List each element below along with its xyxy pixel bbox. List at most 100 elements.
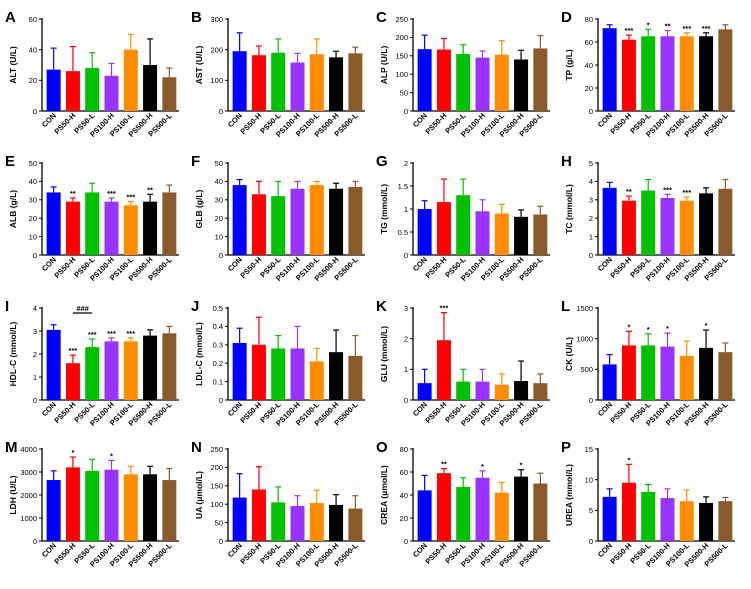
bar-ps100-l — [309, 185, 324, 255]
y-tick-label: 100 — [395, 70, 408, 79]
panel-letter: B — [191, 9, 202, 26]
panel-letter: M — [5, 439, 18, 456]
y-tick-label: 250 — [395, 15, 408, 24]
bar-ps500-h — [143, 65, 158, 111]
bar-ps100-l — [494, 54, 509, 111]
y-tick-label: 30 — [215, 196, 223, 205]
x-tick-label: PS50-H — [423, 541, 448, 566]
y-tick-label: 30 — [29, 196, 37, 205]
y-tick-label: 0.4 — [213, 322, 223, 331]
bar-ps500-l — [162, 192, 177, 255]
y-tick-label: 20 — [400, 514, 408, 523]
y-tick-label: 60 — [585, 38, 593, 47]
y-tick-label: 0 — [219, 107, 223, 116]
bar-ps100-l — [309, 361, 324, 400]
significance-mark: *** — [107, 329, 116, 338]
bar-ps100-l — [309, 503, 324, 541]
bar-con — [602, 364, 617, 400]
bar-con — [46, 329, 61, 400]
bar-ps100-l — [309, 54, 324, 111]
y-tick-label: 0 — [33, 251, 37, 260]
bar-ps50-l — [271, 52, 286, 111]
significance-mark: *** — [126, 329, 135, 338]
bar-ps100-h — [104, 201, 119, 255]
y-tick-label: 40 — [215, 177, 223, 186]
y-tick-label: 2 — [589, 214, 593, 223]
significance-mark: *** — [440, 304, 449, 313]
x-tick-label: PS50-H — [238, 255, 263, 280]
significance-mark: ** — [626, 187, 632, 196]
y-tick-label: 2 — [404, 159, 408, 168]
y-tick-label: 2 — [404, 334, 408, 343]
y-tick-label: 4 — [33, 304, 37, 313]
y-tick-label: 200 — [210, 45, 223, 54]
bar-con — [232, 342, 247, 400]
x-tick-label: PS50-H — [423, 400, 448, 425]
bar-ps100-h — [290, 188, 305, 255]
bar-ps50-h — [436, 202, 451, 255]
panel-letter: A — [5, 9, 16, 26]
panel-letter: E — [5, 153, 15, 170]
y-tick-label: 20 — [29, 214, 37, 223]
bar-ps500-l — [718, 352, 733, 400]
y-tick-label: 0 — [33, 396, 37, 405]
y-tick-label: 10 — [29, 232, 37, 241]
y-tick-label: 0.5 — [398, 228, 408, 237]
bar-con — [602, 496, 617, 541]
bar-ps500-l — [533, 48, 548, 111]
significance-mark: * — [705, 321, 708, 330]
significance-mark: * — [71, 448, 74, 457]
y-tick-label: 1 — [404, 365, 408, 374]
bar-ps50-l — [271, 502, 286, 541]
x-tick-label: PS50-H — [608, 111, 633, 136]
y-tick-label: 150 — [210, 482, 223, 491]
bar-ps100-h — [475, 57, 490, 111]
bar-ps100-l — [494, 213, 509, 255]
y-axis-label: UREA (mmol/L) — [564, 464, 574, 526]
y-axis-label: HDL-C (mmol/L) — [8, 321, 18, 386]
y-tick-label: 50 — [29, 159, 37, 168]
bar-ps50-h — [621, 345, 636, 400]
bar-ps500-l — [162, 77, 177, 111]
bar-con — [232, 51, 247, 111]
panel-letter: O — [376, 439, 388, 456]
y-tick-label: 1 — [33, 373, 37, 382]
y-tick-label: 3 — [33, 327, 37, 336]
significance-mark: * — [647, 20, 650, 29]
y-tick-label: 20 — [29, 76, 37, 85]
bar-ps100-h — [475, 211, 490, 255]
bar-con — [232, 185, 247, 255]
x-tick-label: PS50-H — [238, 400, 263, 425]
bar-ps100-l — [494, 492, 509, 541]
bar-con — [46, 480, 61, 541]
x-tick-label: PS50-H — [608, 255, 633, 280]
y-tick-label: 0 — [404, 537, 408, 546]
panel-letter: C — [376, 9, 387, 26]
x-tick-label: PS50-H — [52, 111, 77, 136]
bar-con — [417, 383, 432, 400]
bar-con — [232, 497, 247, 541]
panel-n: NUA (μmol/L)050100150200250CONPS50-HPS50… — [191, 439, 365, 569]
bar-ps100-h — [660, 498, 675, 541]
bar-ps50-l — [85, 470, 100, 541]
y-tick-label: 200 — [395, 33, 408, 42]
bar-ps100-l — [679, 200, 694, 255]
bar-ps100-h — [104, 75, 119, 111]
significance-mark: ** — [665, 22, 671, 31]
bar-ps500-l — [162, 480, 177, 541]
bar-ps100-h — [290, 62, 305, 111]
y-axis-label: ALP (U/L) — [379, 46, 389, 85]
bar-ps500-h — [699, 36, 714, 111]
panel-l: LCK (U/L)050010001500CON*PS50-H*PS50-L*P… — [561, 298, 735, 428]
bar-ps500-h — [699, 502, 714, 541]
bar-ps500-h — [143, 335, 158, 400]
bar-con — [417, 209, 432, 255]
bar-ps500-h — [329, 504, 344, 541]
bar-ps500-l — [533, 383, 548, 400]
significance-mark: *** — [682, 24, 691, 33]
